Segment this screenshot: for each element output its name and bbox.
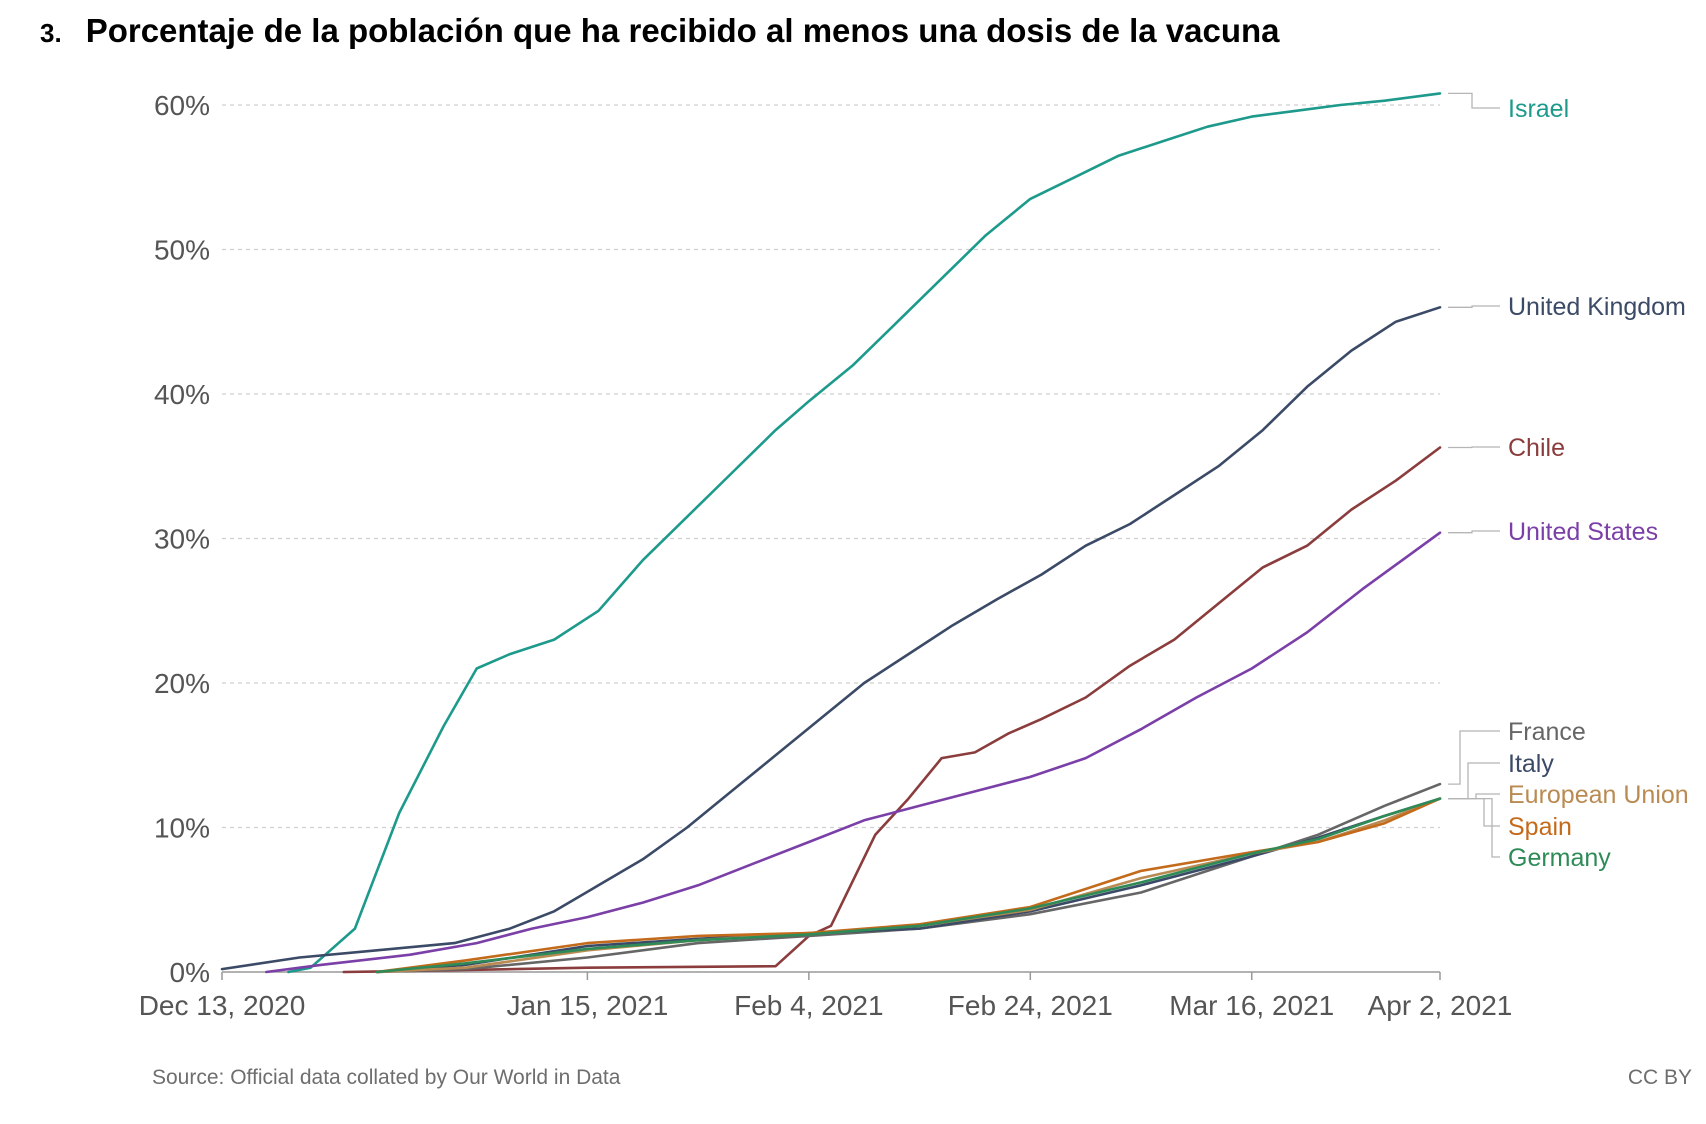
series-line-israel	[287, 92, 1442, 974]
label-connector	[1448, 797, 1500, 858]
series-line-european-union	[375, 797, 1442, 974]
x-axis: Dec 13, 2020 Jan 15, 2021 Feb 4, 2021 Feb 2…	[139, 971, 1513, 1021]
series-label-united-states: United States	[1508, 518, 1658, 546]
y-axis-ticks: 0% 10% 20% 30% 40% 50% 60%	[154, 90, 210, 988]
y-tick-label: 20%	[154, 668, 210, 699]
series-label-israel: Israel	[1508, 95, 1569, 123]
series-line-chile	[342, 446, 1442, 974]
series-label-italy: Italy	[1508, 750, 1554, 778]
x-tick-label: Mar 16, 2021	[1169, 990, 1334, 1021]
y-tick-label: 30%	[154, 524, 210, 555]
series-lines	[220, 92, 1442, 974]
y-tick-label: 10%	[154, 813, 210, 844]
y-tick-label: 0%	[170, 957, 210, 988]
x-tick-label: Feb 4, 2021	[734, 990, 883, 1021]
series-label-united-kingdom: United Kingdom	[1508, 293, 1686, 321]
label-connector	[1448, 92, 1500, 109]
series-line-spain	[375, 797, 1442, 974]
series-label-france: France	[1508, 718, 1586, 746]
x-tick-label: Feb 24, 2021	[948, 990, 1113, 1021]
title-number: 3.	[40, 18, 62, 48]
x-tick-label: Jan 15, 2021	[506, 990, 668, 1021]
x-tick-label: Apr 2, 2021	[1368, 990, 1513, 1021]
label-connector	[1448, 305, 1500, 308]
series-label-germany: Germany	[1508, 844, 1611, 872]
series-line-united-states	[264, 531, 1442, 974]
label-connector	[1448, 446, 1500, 449]
license-note: CC BY	[1627, 1066, 1692, 1089]
x-tick-label: Dec 13, 2020	[139, 990, 306, 1021]
series-labels: Israel United Kingdom Chile United States Fr…	[1448, 92, 1689, 872]
label-connector	[1448, 530, 1500, 534]
title-text: Porcentaje de la población que ha recibi…	[85, 12, 1280, 49]
chart-title: 3. Porcentaje de la población que ha reci…	[40, 12, 1280, 50]
series-line-italy	[375, 797, 1442, 974]
source-note: Source: Official data collated by Our Wo…	[152, 1066, 621, 1089]
series-label-chile: Chile	[1508, 434, 1565, 462]
series-line-germany	[375, 797, 1442, 974]
gridlines	[222, 104, 1440, 829]
label-connector	[1448, 730, 1500, 785]
series-line-united-kingdom	[220, 305, 1442, 971]
series-line-france	[375, 782, 1442, 974]
y-tick-label: 50%	[154, 235, 210, 266]
label-connector	[1448, 762, 1500, 800]
series-label-spain: Spain	[1508, 813, 1572, 841]
y-tick-label: 60%	[154, 90, 210, 121]
y-tick-label: 40%	[154, 379, 210, 410]
label-connector	[1448, 793, 1500, 800]
series-label-european-union: European Union	[1508, 781, 1689, 809]
